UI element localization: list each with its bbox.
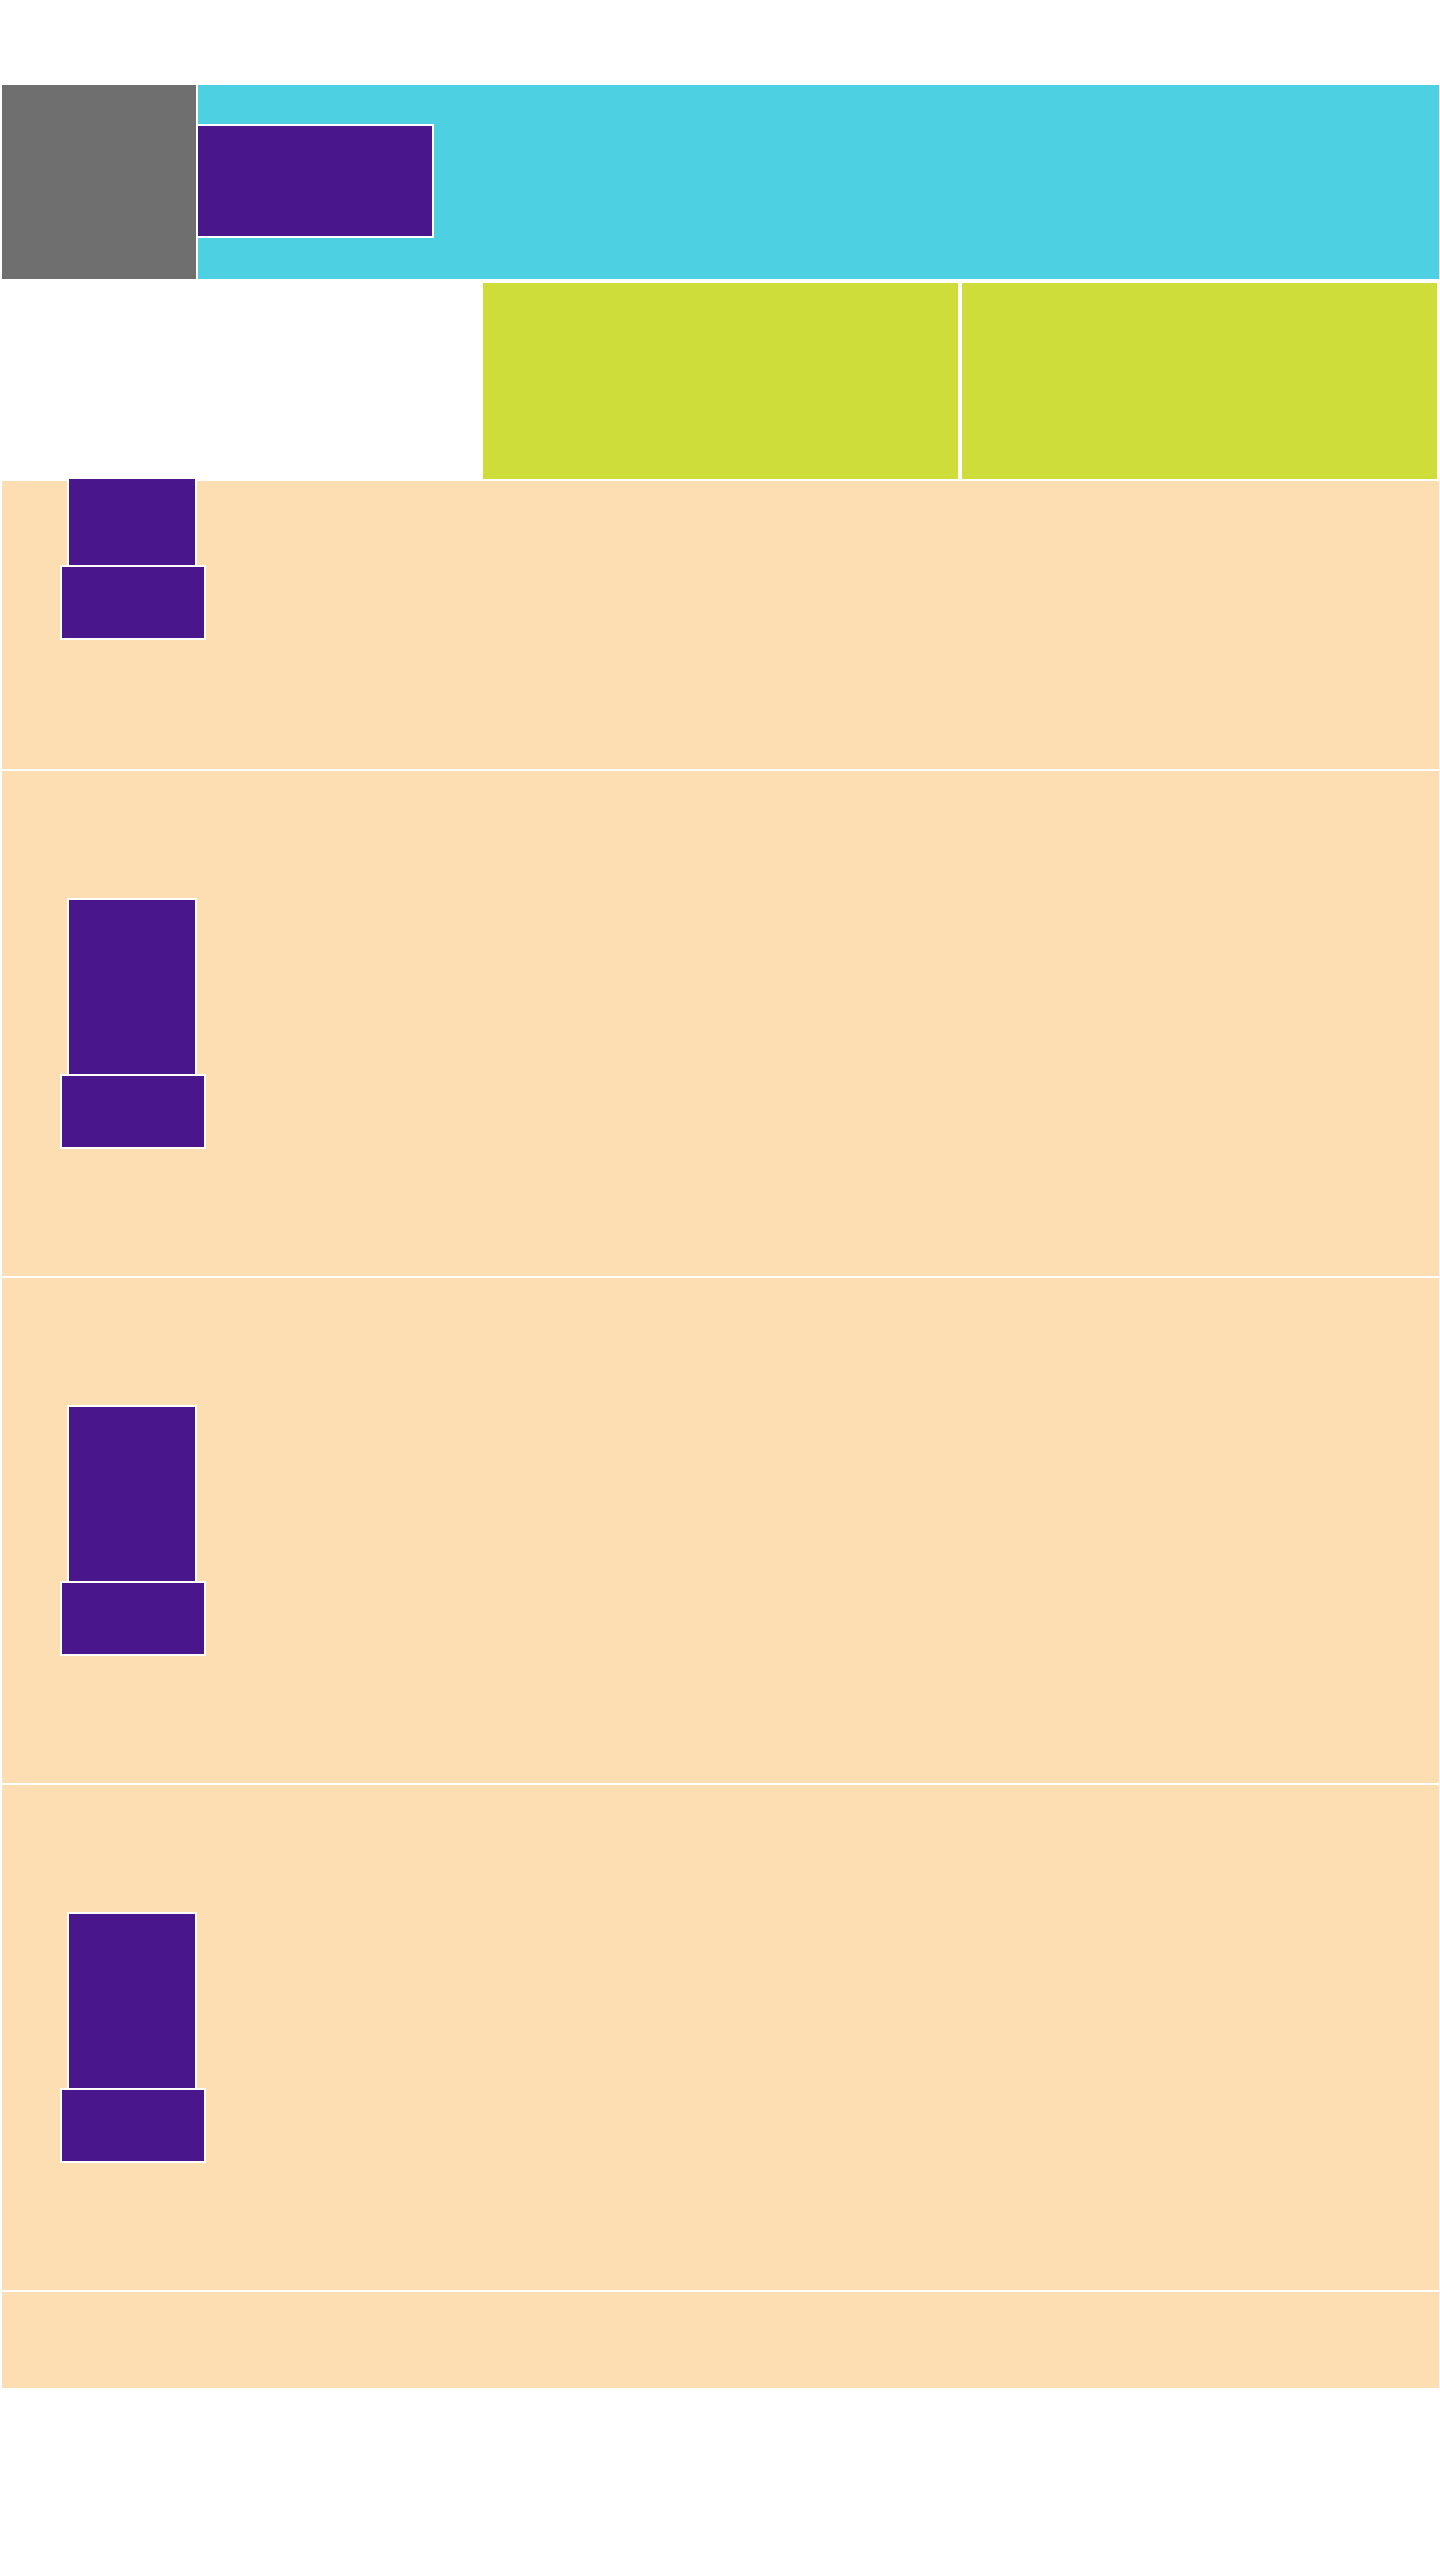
feature-tile-1[interactable] [481,281,960,481]
footer-strip [2,2292,1439,2388]
section-button-1[interactable] [60,565,206,640]
section-button-2[interactable] [60,1074,206,1149]
section-image-1 [67,477,197,567]
header-left-panel [2,85,196,279]
content-section-3 [2,1278,1439,1785]
section-image-2 [67,898,197,1076]
section-button-4[interactable] [60,2088,206,2163]
header-title-block[interactable] [196,124,434,238]
content-section-1 [2,481,1439,771]
section-image-4 [67,1912,197,2090]
feature-tile-2[interactable] [960,281,1439,481]
content-section-2 [2,771,1439,1278]
section-button-3[interactable] [60,1581,206,1656]
content-section-4 [2,1785,1439,2292]
section-image-3 [67,1405,197,1583]
